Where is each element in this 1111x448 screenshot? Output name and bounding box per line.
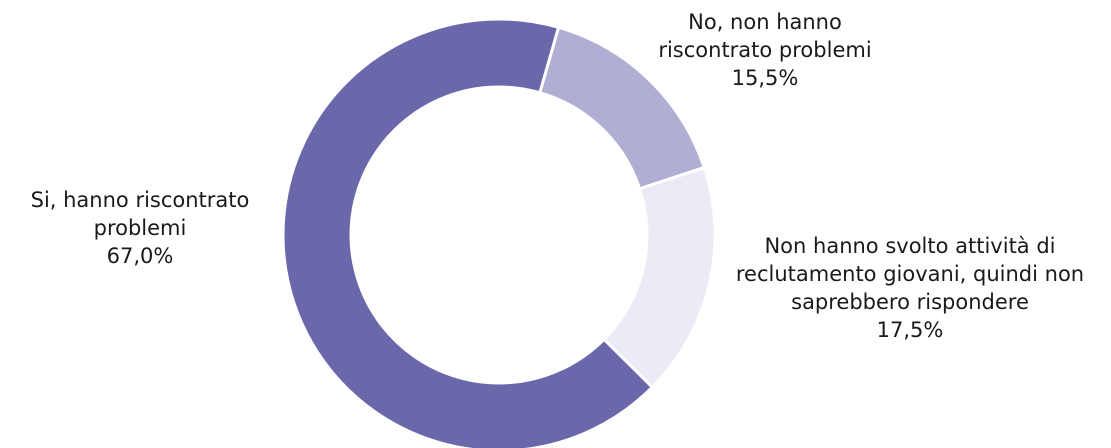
slice-label-no-problems: No, non hanno riscontrato problemi 15,5%: [600, 8, 930, 92]
slice-value-label: 67,0%: [106, 244, 174, 268]
slice-label-line: saprebbero rispondere: [791, 290, 1029, 314]
slice-label-line: problemi: [93, 216, 187, 240]
slice-label-no-recruitment: Non hanno svolto attività di reclutament…: [700, 232, 1111, 344]
slice-value-label: 15,5%: [731, 66, 799, 90]
slice-value-label: 17,5%: [876, 318, 944, 342]
slice-label-line: Si, hanno riscontrato: [30, 188, 250, 212]
slice-label-line: No, non hanno: [688, 10, 842, 34]
slice-label-line: Non hanno svolto attività di: [764, 234, 1056, 258]
slice-label-problems: Si, hanno riscontrato problemi 67,0%: [0, 186, 280, 270]
donut-slices: [281, 17, 717, 448]
slice-label-line: riscontrato problemi: [658, 38, 872, 62]
donut-slice-2: [281, 17, 655, 448]
slice-label-line: reclutamento giovani, quindi non: [735, 262, 1085, 286]
